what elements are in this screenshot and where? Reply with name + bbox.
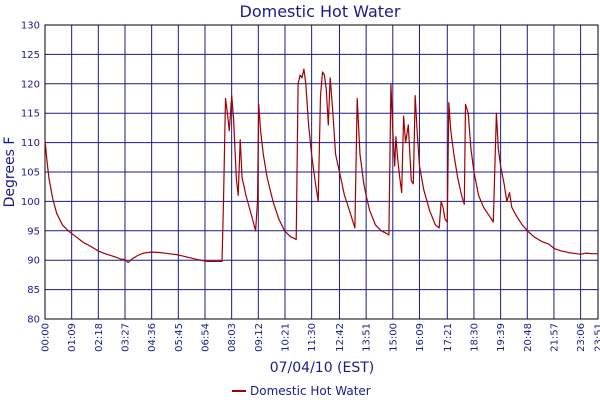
x-tick-label: 01:09 xyxy=(67,323,78,352)
chart-title: Domestic Hot Water xyxy=(240,2,401,21)
y-tick-label: 130 xyxy=(21,21,40,32)
x-tick-label: 02:18 xyxy=(94,323,105,352)
x-tick-label: 11:30 xyxy=(307,323,318,352)
x-tick-label: 20:48 xyxy=(523,323,534,352)
x-tick-label: 00:00 xyxy=(41,323,52,352)
y-tick-label: 110 xyxy=(21,138,40,149)
x-tick-label: 13:51 xyxy=(362,323,373,352)
x-tick-label: 10:21 xyxy=(280,323,291,352)
x-tick-label: 06:54 xyxy=(200,323,211,352)
y-tick-label: 105 xyxy=(21,168,40,179)
x-tick-label: 08:03 xyxy=(227,323,238,352)
legend-label: Domestic Hot Water xyxy=(250,384,371,398)
x-tick-label: 15:00 xyxy=(388,323,399,352)
x-tick-label: 18:30 xyxy=(469,323,480,352)
x-axis-ticks: 00:00 01:09 02:18 03:27 04:36 05:45 06:54 08:03… xyxy=(41,323,600,352)
y-axis-ticks: 80 85 90 95 100 105 110 115 120 125 130 xyxy=(21,21,40,326)
y-tick-label: 120 xyxy=(21,79,40,90)
plot-frame xyxy=(44,24,599,320)
y-tick-label: 100 xyxy=(21,197,40,208)
series-line-domestic-hot-water xyxy=(44,68,598,264)
x-tick-label: 09:12 xyxy=(254,323,265,352)
x-tick-label: 19:39 xyxy=(496,323,507,352)
x-tick-label: 03:27 xyxy=(120,323,131,352)
y-tick-label: 85 xyxy=(27,285,40,296)
x-tick-label: 21:57 xyxy=(549,323,560,352)
x-tick-label: 12:42 xyxy=(335,323,346,352)
x-axis-label: 07/04/10 (EST) xyxy=(270,360,375,376)
y-tick-label: 125 xyxy=(21,50,40,61)
x-tick-label: 17:21 xyxy=(443,323,454,352)
y-tick-label: 95 xyxy=(27,226,40,237)
y-axis-label: Degrees F xyxy=(2,137,18,208)
legend: Domestic Hot Water xyxy=(232,384,371,398)
y-tick-label: 115 xyxy=(21,109,40,120)
x-tick-label: 23:06 xyxy=(576,323,587,352)
x-tick-label: 16:09 xyxy=(415,323,426,352)
x-tick-label: 04:36 xyxy=(147,323,158,352)
y-tick-label: 90 xyxy=(27,256,40,267)
x-tick-label: 05:45 xyxy=(174,323,185,352)
x-tick-label: 23:51 xyxy=(594,323,600,352)
y-tick-label: 80 xyxy=(27,315,40,326)
grid-lines xyxy=(44,24,599,320)
